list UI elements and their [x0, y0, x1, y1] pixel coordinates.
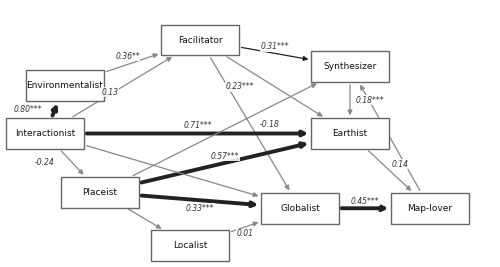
- Text: 0.23***: 0.23***: [226, 82, 254, 91]
- FancyBboxPatch shape: [151, 230, 229, 261]
- Text: -0.18: -0.18: [260, 120, 280, 129]
- Text: Placeist: Placeist: [82, 188, 118, 197]
- Text: 0.13: 0.13: [102, 88, 118, 97]
- Text: 0.45***: 0.45***: [350, 197, 380, 206]
- Text: 0.57***: 0.57***: [210, 152, 240, 161]
- Text: 0.36**: 0.36**: [115, 52, 140, 61]
- FancyBboxPatch shape: [311, 51, 389, 82]
- Text: 0.18***: 0.18***: [356, 96, 384, 105]
- Text: Localist: Localist: [173, 241, 207, 250]
- FancyBboxPatch shape: [161, 25, 239, 56]
- FancyBboxPatch shape: [311, 118, 389, 149]
- FancyBboxPatch shape: [62, 177, 139, 208]
- Text: 0.14: 0.14: [392, 160, 408, 169]
- Text: Synthesizer: Synthesizer: [324, 62, 376, 71]
- Text: -0.24: -0.24: [35, 158, 55, 167]
- FancyBboxPatch shape: [261, 193, 339, 224]
- Text: Globalist: Globalist: [280, 204, 320, 213]
- FancyBboxPatch shape: [391, 193, 469, 224]
- Text: 0.80***: 0.80***: [13, 105, 42, 114]
- Text: 0.33***: 0.33***: [186, 204, 214, 213]
- Text: Interactionist: Interactionist: [15, 129, 75, 138]
- Text: 0.01: 0.01: [236, 229, 254, 238]
- FancyBboxPatch shape: [6, 118, 84, 149]
- Text: 0.31***: 0.31***: [260, 42, 290, 51]
- Text: Earthist: Earthist: [332, 129, 368, 138]
- Text: Environmentalist: Environmentalist: [26, 81, 104, 90]
- Text: 0.71***: 0.71***: [183, 121, 212, 130]
- Text: Map-lover: Map-lover: [408, 204, 453, 213]
- Text: Facilitator: Facilitator: [178, 36, 222, 45]
- FancyBboxPatch shape: [26, 70, 104, 101]
